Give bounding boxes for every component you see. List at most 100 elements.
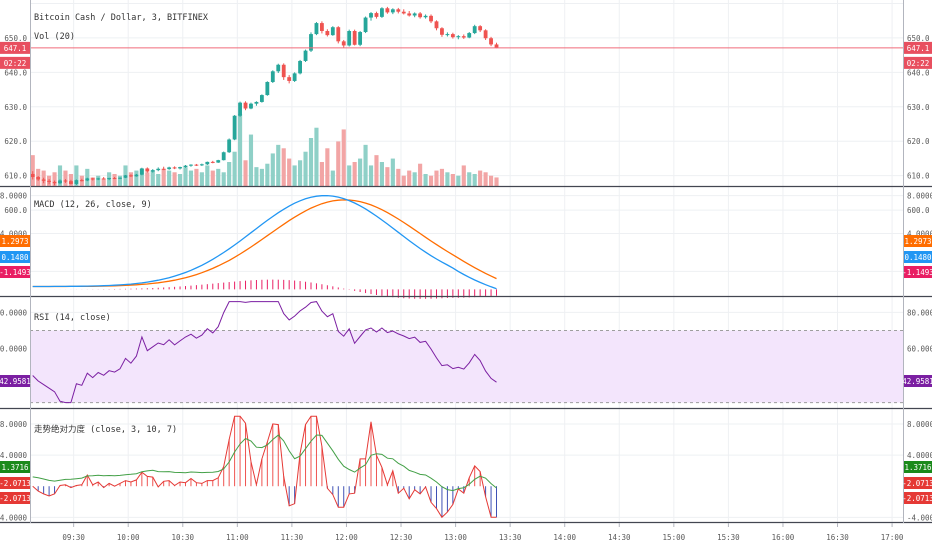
value-tag-bg xyxy=(0,492,30,504)
value-axes: 650.0 650.0 640.0 640.0 630.0 630.0 620.0 620.0… xyxy=(0,34,932,522)
volume-bar xyxy=(478,170,483,186)
trend-osc-tag-left: -2.0713 xyxy=(0,477,31,489)
volume-bar xyxy=(30,155,35,186)
candle-body xyxy=(374,13,379,17)
candle xyxy=(287,75,292,84)
volume-bar xyxy=(456,175,461,186)
volume-bar xyxy=(63,170,68,186)
candle-body xyxy=(96,178,101,180)
pane-separators xyxy=(0,0,932,524)
candle xyxy=(139,167,144,176)
candle xyxy=(358,31,363,47)
candle-body xyxy=(167,167,172,170)
macd-hist-tag-right: -1.1493 xyxy=(902,266,932,278)
volume-bar xyxy=(194,168,199,186)
left-axis-tick: 600.0 xyxy=(4,206,27,215)
right-axis-tick: 600.0 xyxy=(907,206,930,215)
candle xyxy=(249,102,253,110)
candle xyxy=(270,70,275,84)
candle xyxy=(423,14,428,19)
time-axis-label: 16:00 xyxy=(772,533,795,542)
candle xyxy=(112,177,117,180)
candle xyxy=(347,29,352,47)
candle xyxy=(494,42,499,49)
right-axis-tick: 620.0 xyxy=(907,137,930,146)
candle xyxy=(221,151,226,161)
candle xyxy=(134,173,139,177)
candle xyxy=(467,32,472,39)
candle-body xyxy=(265,81,270,96)
candle-body xyxy=(85,178,90,181)
volume-bar xyxy=(423,174,428,186)
value-tag-text: -2.0713 xyxy=(902,479,932,488)
volume-bar xyxy=(199,172,204,186)
candle xyxy=(265,81,270,96)
candle-body xyxy=(259,95,264,102)
candle-body xyxy=(423,15,428,18)
candle-body xyxy=(380,8,384,17)
candle-body xyxy=(418,13,423,18)
candle xyxy=(292,72,297,82)
time-axis-label: 15:30 xyxy=(717,533,740,542)
volume-bar xyxy=(445,172,450,186)
candle xyxy=(325,29,330,37)
candle-body xyxy=(401,11,406,14)
candle xyxy=(401,9,406,15)
right-axis-tick: 610.0 xyxy=(907,172,930,181)
candle xyxy=(63,179,68,183)
candle-body xyxy=(276,64,281,72)
candle xyxy=(363,16,368,34)
candle xyxy=(123,174,128,179)
value-tag-bg xyxy=(0,375,30,387)
candle xyxy=(298,59,302,75)
rsi-pane: RSI (14, close) xyxy=(30,301,903,404)
candle-body xyxy=(41,179,46,181)
volume-bar xyxy=(161,168,166,186)
candle-body xyxy=(101,178,106,180)
volume-bar xyxy=(183,167,188,186)
right-axis-tick: 8.0000 xyxy=(907,192,932,201)
candle-body xyxy=(472,26,477,34)
time-axis-label: 09:30 xyxy=(62,533,85,542)
volume-bar xyxy=(156,174,161,186)
volume-bar xyxy=(439,168,445,186)
candle xyxy=(385,6,390,14)
candle xyxy=(145,167,150,173)
candle xyxy=(52,180,57,186)
value-tag-bg xyxy=(904,235,932,247)
volume-bar xyxy=(243,160,248,186)
time-axis-label: 12:30 xyxy=(390,533,413,542)
candle-body xyxy=(205,161,210,165)
volume-bar xyxy=(292,165,297,186)
volume-title: Vol (20) xyxy=(34,32,75,42)
candle xyxy=(319,21,324,34)
candle-body xyxy=(494,44,499,48)
candle xyxy=(161,166,166,171)
candle xyxy=(390,8,395,15)
volume-bar xyxy=(276,144,281,186)
value-tag-text: 1.2973 xyxy=(1,237,28,246)
candle xyxy=(30,171,35,180)
volume-bar xyxy=(418,163,423,186)
candle xyxy=(483,29,488,40)
trend-signal-tag-right: 1.3716 xyxy=(904,461,932,473)
value-tag-bg xyxy=(904,56,932,69)
candle xyxy=(85,177,90,182)
time-axis-label: 13:00 xyxy=(444,533,467,542)
candle-body xyxy=(210,161,215,163)
value-tag-text: -1.1493 xyxy=(902,268,932,277)
candle xyxy=(478,25,483,33)
candle-body xyxy=(336,27,341,42)
candle xyxy=(429,14,433,24)
right-axis-tick: 60.0000 xyxy=(907,344,932,353)
volume-bar xyxy=(117,175,123,186)
volume-bar xyxy=(248,134,254,186)
candle-body xyxy=(47,180,52,182)
countdown-tag-right: 02:22 xyxy=(904,56,932,69)
candle xyxy=(407,11,412,17)
candle xyxy=(303,49,308,62)
value-tag-text: 0.1480 xyxy=(904,253,932,262)
candle xyxy=(369,12,373,21)
candle-body xyxy=(90,178,95,180)
